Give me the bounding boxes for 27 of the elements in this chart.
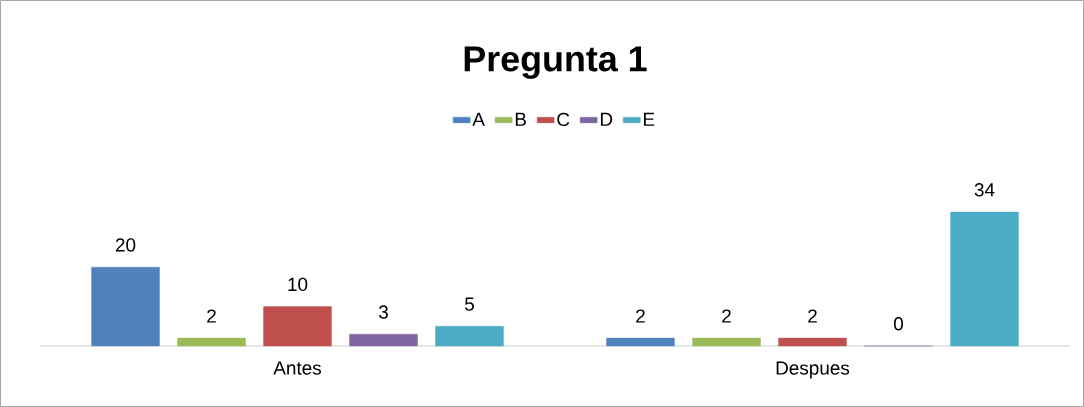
bar: [349, 333, 418, 347]
bar: [263, 306, 332, 347]
x-tick-label: Despues: [776, 361, 850, 379]
x-tick-label: Antes: [273, 361, 322, 375]
legend-label: B: [515, 112, 526, 126]
legend-label: E: [644, 112, 655, 126]
data-label: 2: [722, 309, 731, 323]
bar: [778, 337, 847, 347]
data-label: 3: [378, 305, 388, 319]
bar: [606, 337, 675, 347]
data-label: 2: [808, 309, 817, 323]
data-label: 2: [636, 309, 645, 323]
bar: [91, 266, 160, 347]
data-label: 5: [464, 297, 474, 311]
chart-title: Pregunta 1: [464, 46, 647, 79]
data-label: 0: [893, 317, 904, 331]
data-label: 34: [974, 183, 995, 197]
bar: [950, 211, 1019, 347]
legend-label: D: [600, 112, 613, 126]
bar: [435, 326, 504, 347]
legend-label: C: [557, 112, 570, 127]
data-label: 10: [288, 277, 308, 292]
bar: [692, 337, 761, 347]
legend-label: A: [472, 112, 485, 126]
bar: [177, 337, 246, 347]
data-label: 2: [207, 309, 216, 323]
data-label: 20: [115, 238, 136, 252]
